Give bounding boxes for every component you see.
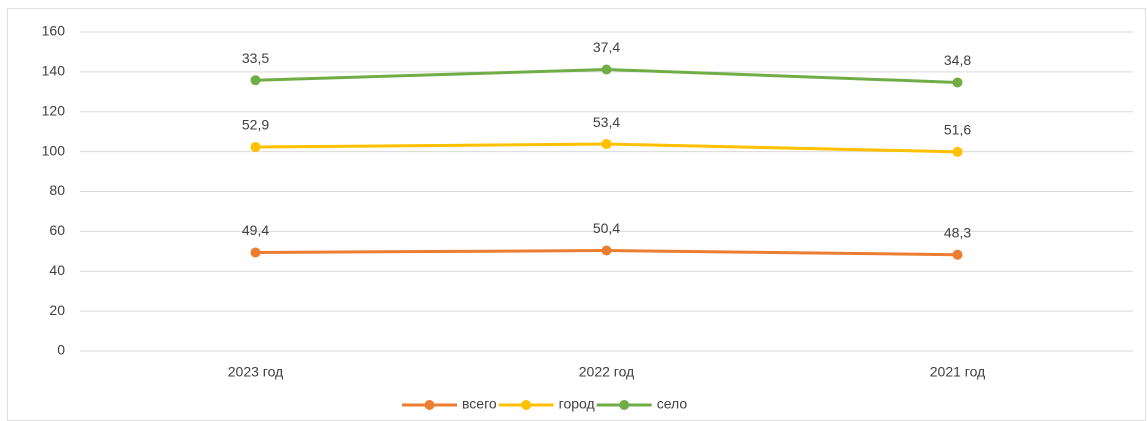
legend-marker: [521, 400, 532, 410]
data-label: 50,4: [593, 220, 620, 236]
legend-marker: [424, 400, 435, 410]
data-label: 33,5: [242, 50, 269, 66]
data-label: 48,3: [944, 224, 971, 240]
y-tick-label: 0: [57, 342, 65, 358]
point: [952, 249, 963, 260]
x-tick-label: 2021 год: [930, 364, 985, 380]
y-tick-label: 40: [49, 262, 65, 278]
y-tick-label: 80: [49, 182, 65, 198]
data-label: 52,9: [242, 117, 269, 133]
legend-marker: [619, 400, 630, 410]
x-tick-label: 2023 год: [228, 364, 283, 380]
data-label: 34,8: [944, 52, 971, 68]
point: [250, 75, 261, 86]
point: [952, 77, 963, 88]
y-tick-label: 140: [42, 63, 66, 79]
legend-label: всего: [462, 396, 497, 412]
y-tick-label: 160: [42, 23, 66, 39]
data-label: 49,4: [242, 222, 269, 238]
point: [250, 247, 261, 258]
y-tick-label: 60: [49, 222, 65, 238]
point: [250, 142, 261, 153]
point: [601, 64, 612, 75]
point: [601, 139, 612, 150]
data-label: 51,6: [944, 122, 971, 138]
y-tick-label: 20: [49, 302, 65, 318]
point: [952, 146, 963, 157]
y-tick-label: 100: [42, 142, 66, 158]
data-label: 53,4: [593, 114, 620, 130]
legend-label: город: [559, 396, 595, 412]
data-label: 37,4: [593, 39, 620, 55]
point: [601, 245, 612, 256]
x-tick-label: 2022 год: [579, 364, 634, 380]
y-tick-label: 120: [42, 102, 66, 118]
legend-label: село: [657, 396, 688, 412]
